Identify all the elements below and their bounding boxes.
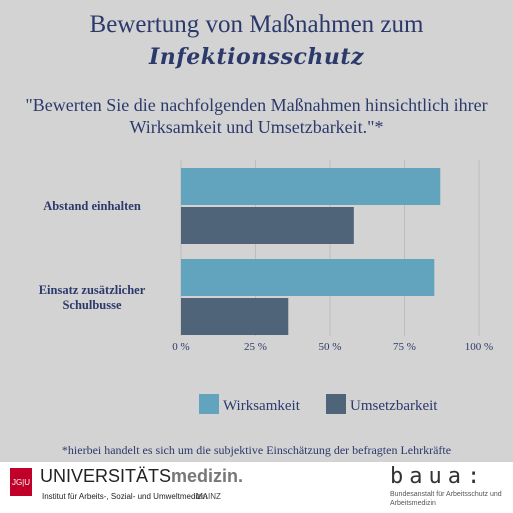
baua-logo: baua: <box>390 464 487 489</box>
bar-umsetzbarkeit <box>181 207 354 244</box>
x-tick-label: 100 % <box>465 341 493 353</box>
legend-swatch <box>326 394 346 414</box>
x-tick-label: 0 % <box>172 341 189 353</box>
x-tick-label: 25 % <box>244 341 267 353</box>
bar-wirksamkeit <box>181 168 441 205</box>
title-line-1: Bewertung von Maßnahmen zum <box>89 11 424 38</box>
unimedizin-logo-bold: medizin. <box>171 466 244 486</box>
legend-label: Wirksamkeit <box>223 398 301 414</box>
bar-wirksamkeit <box>181 259 435 296</box>
legend-swatch <box>199 394 219 414</box>
x-tick-label: 50 % <box>319 341 342 353</box>
legend-label: Umsetzbarkeit <box>350 398 438 414</box>
logo-bar: JG|U UNIVERSITÄTSmedizin. Institut für A… <box>0 462 513 513</box>
unimedizin-logo-light: UNIVERSITÄTS <box>40 466 172 486</box>
jgu-logo: JG|U <box>10 468 32 496</box>
institute-city: MAINZ <box>196 492 221 501</box>
bar-chart: 0 % 25 % 50 % 75 % 100 % Abstand einhalten Ein… <box>39 160 493 414</box>
chart-title: Bewertung von Maßnahmen zum Infektionssc… <box>0 10 513 74</box>
category-label: Einsatz zusätzlicher <box>39 283 146 297</box>
baua-subtitle: Bundesanstalt für Arbeitsschutz und Arbe… <box>390 491 502 507</box>
unimedizin-logo: UNIVERSITÄTSmedizin. <box>40 466 243 487</box>
survey-question: "Bewerten Sie die nachfolgenden Maßnahme… <box>25 95 488 137</box>
footnote: *hierbei handelt es sich um die subjekti… <box>61 443 452 457</box>
category-label: Abstand einhalten <box>43 199 141 213</box>
category-label: Schulbusse <box>62 298 122 312</box>
title-line-2: Infektionsschutz <box>149 44 364 70</box>
institute-name: Institut für Arbeits-, Sozial- und Umwel… <box>42 492 208 501</box>
bar-umsetzbarkeit <box>181 298 289 335</box>
x-tick-label: 75 % <box>393 341 416 353</box>
